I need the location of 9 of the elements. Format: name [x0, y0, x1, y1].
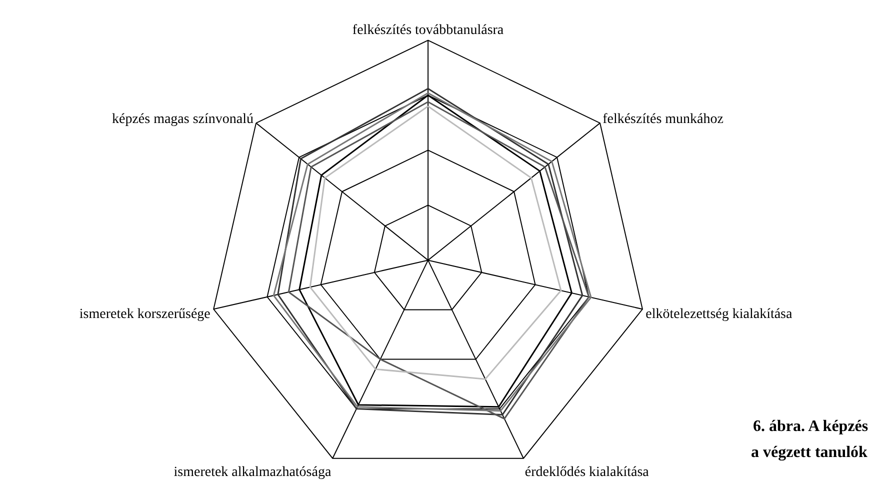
spoke-label: ismeretek alkalmazhatósága	[174, 465, 332, 480]
spoke-label: képzés magas színvonalú	[112, 112, 254, 128]
spoke-label: ismeretek korszerűsége	[79, 306, 210, 322]
spoke-label: elkötelezettség kialakítása	[646, 306, 794, 322]
spoke-label: felkészítés munkához	[602, 112, 724, 128]
spoke-label: érdeklődés kialakítása	[524, 465, 650, 480]
text: 6. ábra. A képzés	[753, 418, 868, 435]
spoke-label: felkészítés továbbtanulásra	[352, 23, 504, 38]
text: a végzett tanulók	[751, 444, 868, 461]
